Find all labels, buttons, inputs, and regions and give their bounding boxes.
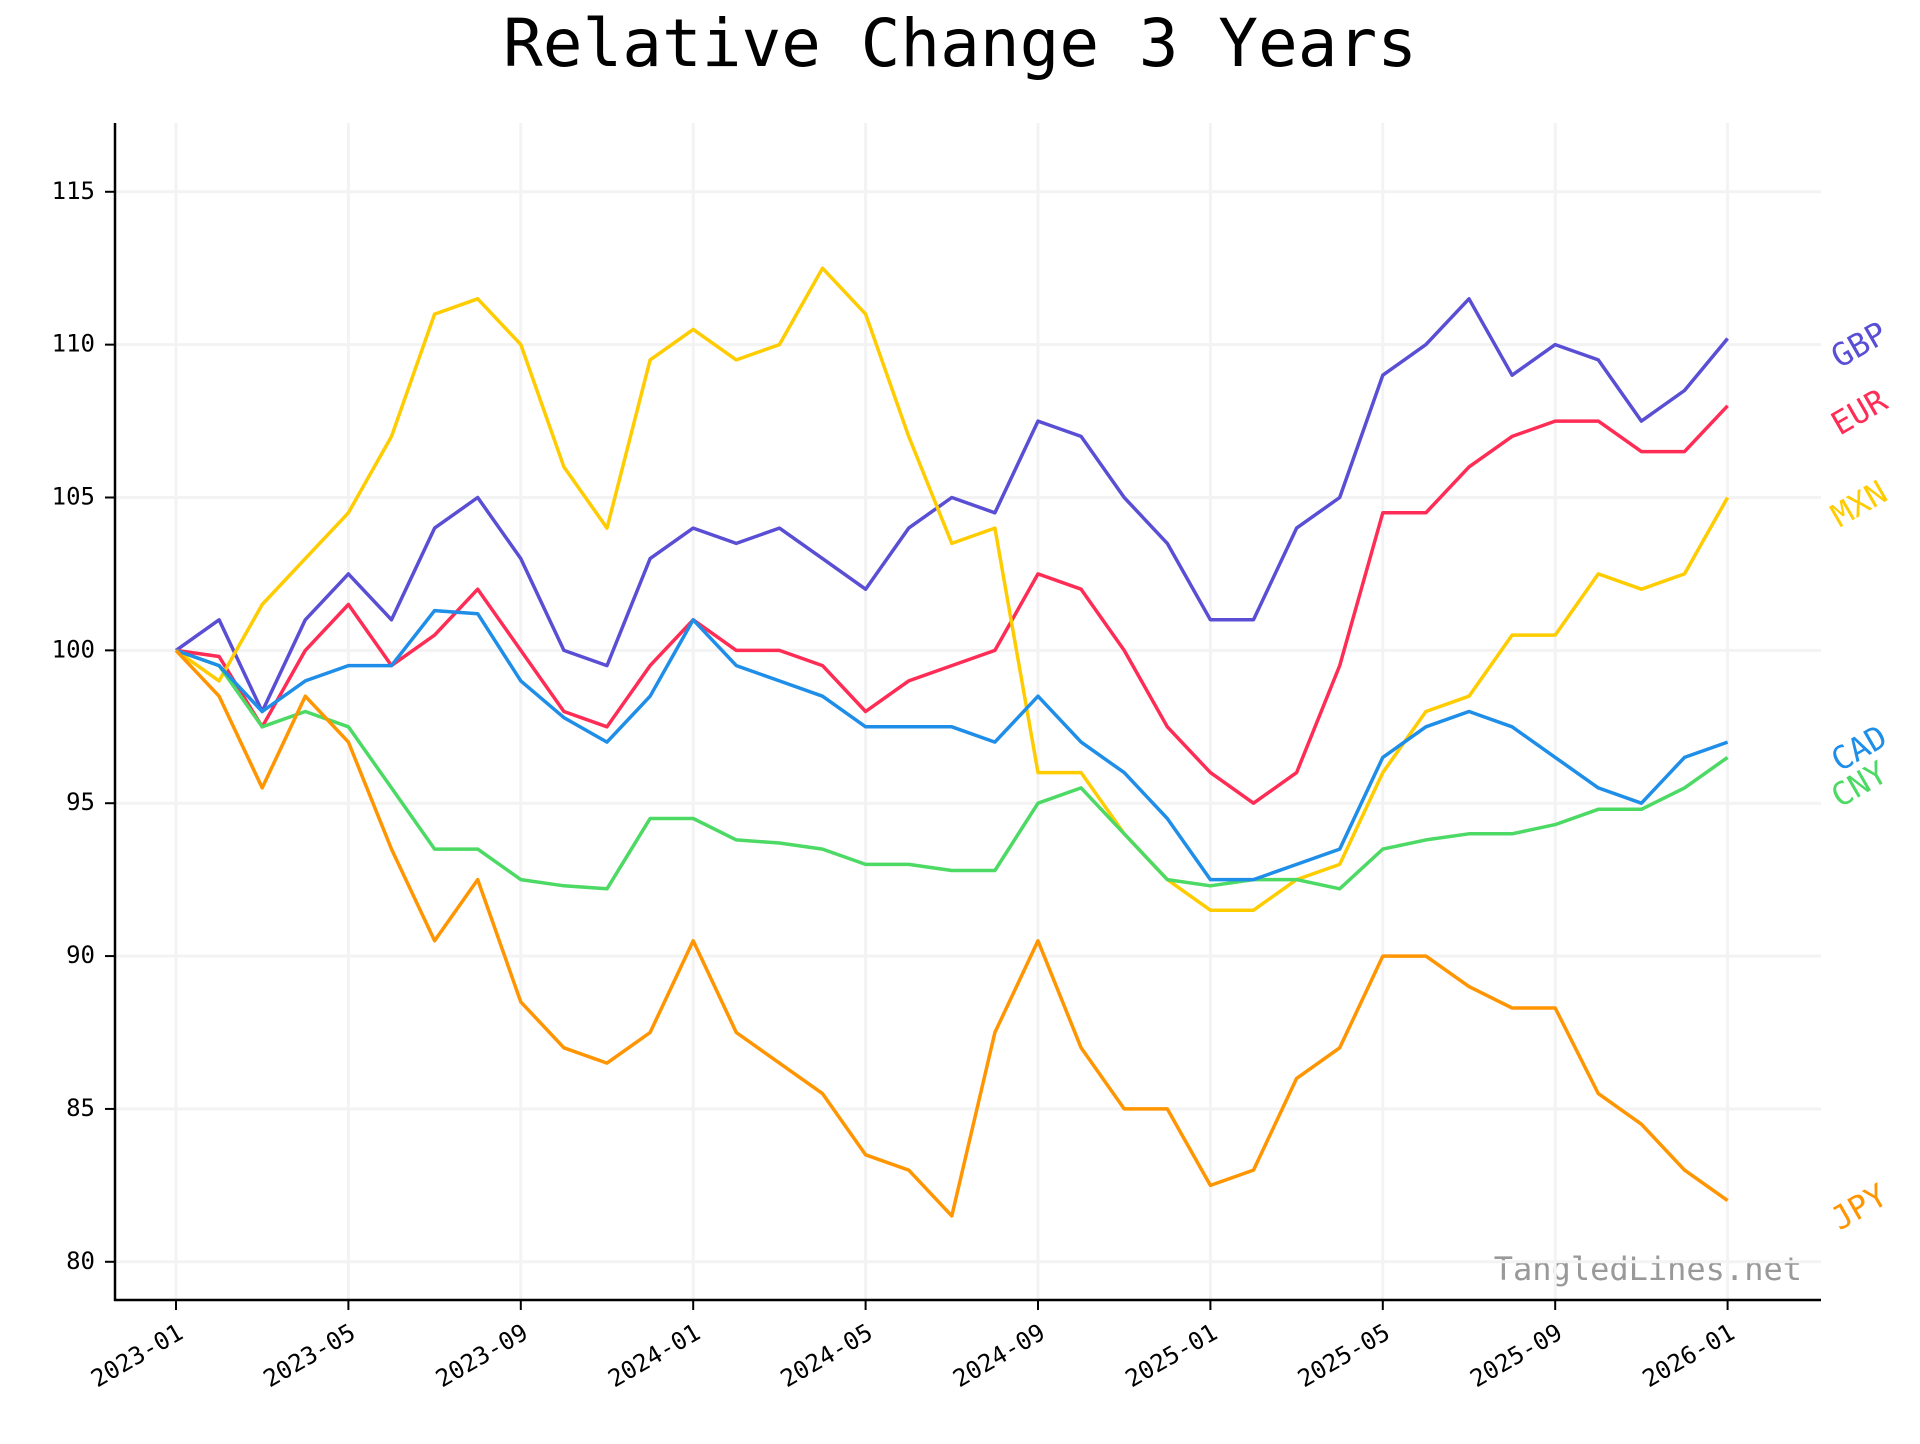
y-tick-label: 110: [52, 330, 95, 358]
x-tick-label: 2023-09: [431, 1318, 533, 1393]
x-tick-label: 2024-09: [948, 1318, 1050, 1393]
series-label: JPY: [1824, 1176, 1893, 1238]
x-tick-label: 2023-05: [259, 1318, 361, 1393]
x-tick-label: 2025-05: [1293, 1318, 1395, 1393]
series-line: [174, 297, 1729, 714]
grid: [115, 123, 1821, 1300]
x-tick-label: 2024-05: [776, 1318, 878, 1393]
y-tick-label: 95: [66, 788, 95, 816]
y-tick-label: 90: [66, 941, 95, 969]
series-line: [175, 648, 1729, 891]
watermark: TangledLines.net: [1494, 1250, 1802, 1288]
x-tick-label: 2026-01: [1638, 1318, 1740, 1393]
series-label: GBP: [1824, 314, 1893, 376]
series-line: [175, 404, 1729, 805]
y-tick-label: 115: [52, 177, 95, 205]
x-tick-label: 2024-01: [603, 1318, 705, 1393]
series-label: MXN: [1824, 473, 1893, 535]
y-tick-label: 80: [66, 1247, 95, 1275]
x-tick-label: 2025-01: [1121, 1318, 1223, 1393]
series-line: [174, 649, 1729, 1218]
series-label: EUR: [1824, 381, 1894, 443]
x-tick-label: 2023-01: [86, 1318, 188, 1393]
series-line: [175, 608, 1729, 882]
y-tick-label: 85: [66, 1094, 95, 1122]
y-tick-label: 105: [52, 483, 95, 511]
series-line: [174, 266, 1730, 912]
chart-title: Relative Change 3 Years: [503, 5, 1417, 82]
x-tick-label: 2025-09: [1465, 1318, 1567, 1393]
y-tick-label: 100: [52, 635, 95, 663]
